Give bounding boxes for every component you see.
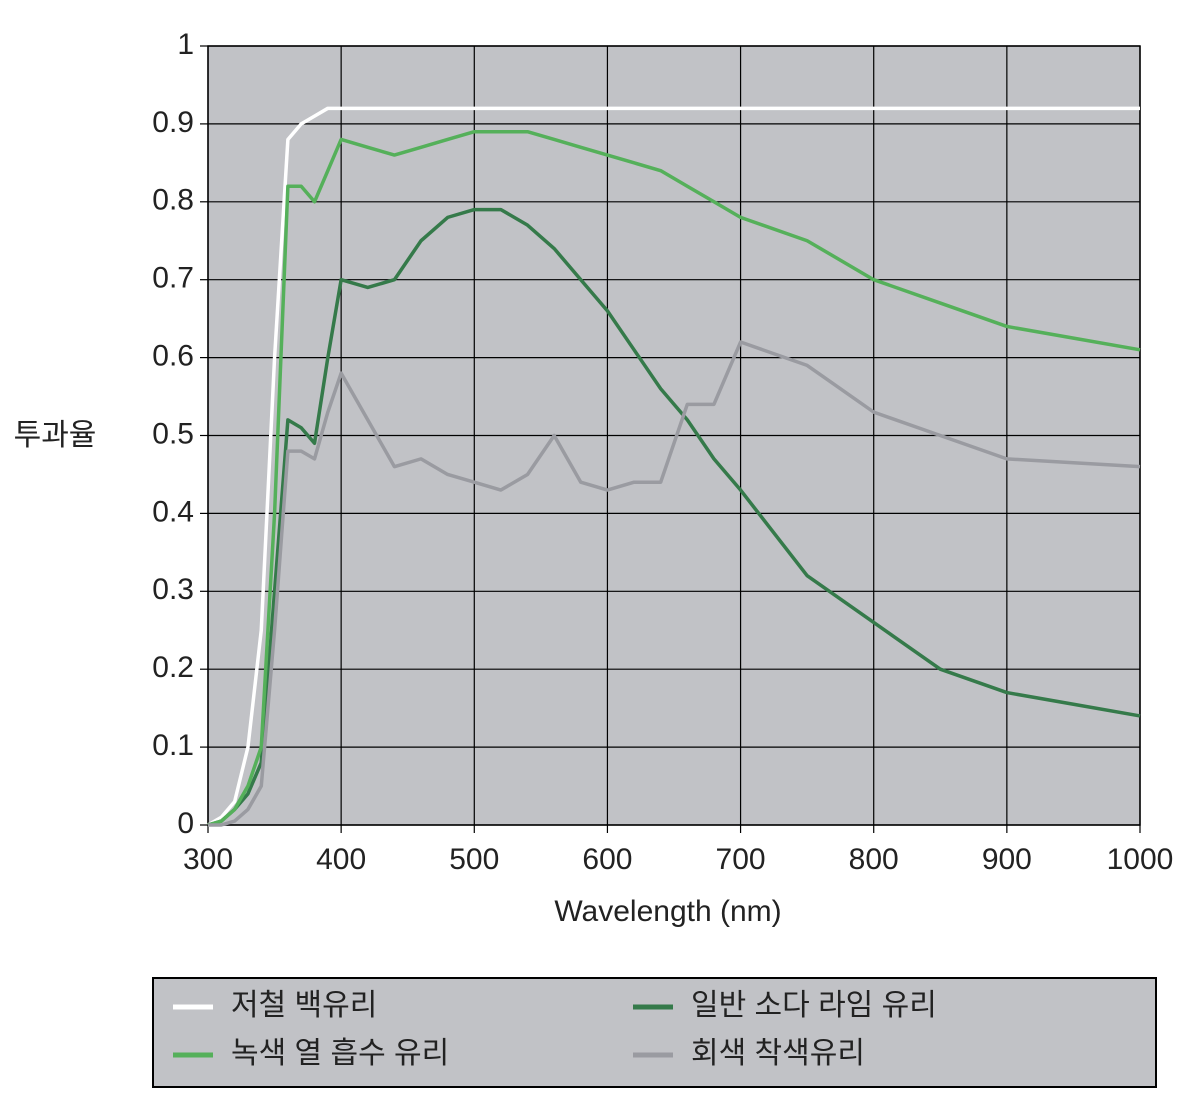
y-axis-label: 투과율 bbox=[14, 419, 97, 452]
x-tick-label: 1000 bbox=[1107, 843, 1174, 876]
y-tick-label: 0.3 bbox=[152, 573, 194, 606]
y-tick-label: 0.9 bbox=[152, 106, 194, 139]
y-tick-label: 0.6 bbox=[152, 340, 194, 373]
legend-label: 녹색 열 흡수 유리 bbox=[231, 1037, 449, 1070]
x-tick-label: 700 bbox=[716, 843, 766, 876]
legend-label: 회색 착색유리 bbox=[691, 1037, 865, 1070]
y-tick-label: 0.5 bbox=[152, 417, 194, 450]
legend-label: 일반 소다 라임 유리 bbox=[691, 989, 937, 1022]
x-tick-label: 800 bbox=[849, 843, 899, 876]
legend-label: 저철 백유리 bbox=[231, 989, 377, 1022]
legend bbox=[152, 977, 1157, 1088]
series-line bbox=[208, 340, 1141, 827]
y-tick-label: 0.2 bbox=[152, 651, 194, 684]
y-tick-label: 1 bbox=[177, 28, 194, 61]
y-tick-label: 0 bbox=[177, 807, 194, 840]
x-tick-label: 400 bbox=[316, 843, 366, 876]
x-tick-label: 500 bbox=[449, 843, 499, 876]
x-tick-label: 300 bbox=[183, 843, 233, 876]
y-tick-label: 0.4 bbox=[152, 495, 194, 528]
series-line bbox=[207, 106, 1140, 827]
y-tick-label: 0.8 bbox=[152, 184, 194, 217]
x-axis-label: Wavelength (nm) bbox=[554, 895, 781, 928]
y-tick-label: 0.7 bbox=[152, 262, 194, 295]
x-tick-label: 600 bbox=[582, 843, 632, 876]
y-tick-label: 0.1 bbox=[152, 729, 194, 762]
x-tick-label: 900 bbox=[982, 843, 1032, 876]
series-line bbox=[207, 129, 1141, 827]
series-line bbox=[207, 207, 1141, 827]
